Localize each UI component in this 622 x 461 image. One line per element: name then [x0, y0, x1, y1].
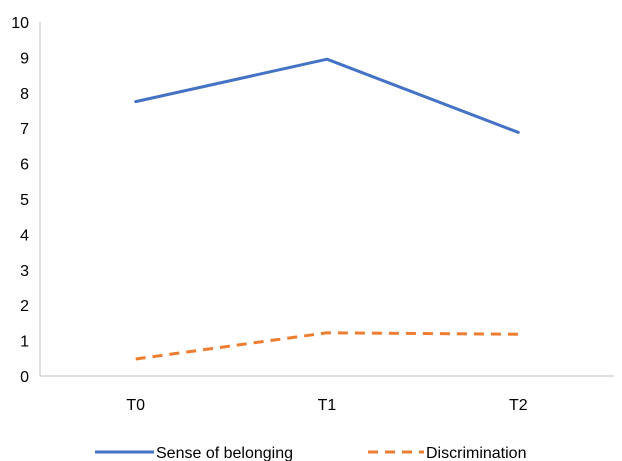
series-lines — [134, 57, 520, 361]
y-tick-label: 2 — [20, 298, 29, 315]
y-axis-tick-labels: 0 1 2 3 4 5 6 7 8 9 10 — [11, 15, 29, 386]
series-line-1 — [135, 331, 519, 361]
y-tick-label: 7 — [20, 121, 29, 138]
x-tick-label: T0 — [126, 397, 145, 414]
legend-label-0: Sense of belonging — [156, 445, 293, 461]
y-tick-label: 8 — [20, 86, 29, 103]
y-tick-label: 4 — [20, 227, 29, 244]
x-axis-tick-labels: T0 T1 T2 — [126, 397, 527, 414]
series-line-0 — [134, 57, 520, 134]
x-tick-label: T2 — [509, 397, 528, 414]
y-tick-label: 9 — [20, 50, 29, 67]
y-tick-label: 10 — [11, 15, 29, 32]
y-tick-label: 0 — [20, 369, 29, 386]
legend-label-1: Discrimination — [426, 445, 526, 461]
legend: Sense of belonging Discrimination — [95, 445, 526, 461]
x-tick-label: T1 — [318, 397, 337, 414]
y-tick-label: 3 — [20, 263, 29, 280]
y-tick-label: 6 — [20, 157, 29, 174]
y-tick-label: 1 — [20, 334, 29, 351]
axes — [39, 22, 614, 377]
y-tick-label: 5 — [20, 192, 29, 209]
